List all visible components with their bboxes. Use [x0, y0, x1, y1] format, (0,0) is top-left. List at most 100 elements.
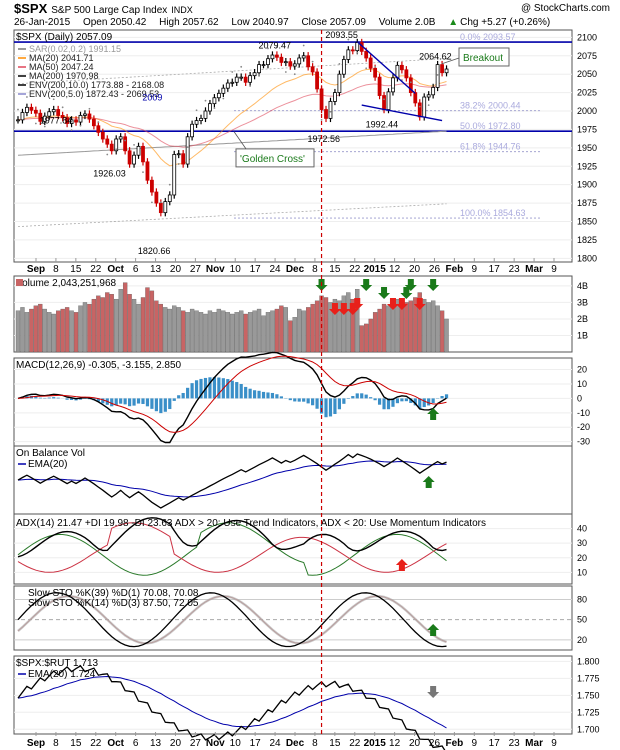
macd-histogram-bar: [404, 398, 408, 402]
price-candle-body: [29, 106, 34, 111]
price-value-label: 2093.55: [325, 30, 358, 40]
macd-histogram-bar: [440, 396, 444, 399]
price-candle-body: [279, 56, 284, 63]
price-value-label: 1977.84: [40, 115, 73, 125]
macd-histogram-bar: [355, 393, 359, 399]
top-x-axis-label: 22: [90, 264, 102, 275]
price-candle-body: [324, 109, 328, 119]
volume-bar: [439, 310, 445, 353]
volume-tick-label: 4B: [577, 281, 588, 291]
volume-bar: [158, 303, 163, 353]
price-candle-body: [83, 113, 87, 116]
price-candle-body: [185, 136, 190, 165]
price-candle-body: [109, 143, 114, 152]
macd-tick-label: 10: [577, 379, 587, 389]
volume-bar: [189, 308, 195, 353]
red-volume-arrow: [337, 303, 350, 315]
sar-dot: [249, 85, 252, 87]
macd-histogram-bar: [275, 394, 279, 399]
ratio-tick-label: 1.800: [577, 656, 600, 666]
quote-change-arrow: ▲: [448, 17, 459, 28]
price-candle-body: [301, 55, 306, 59]
price-candle-body: [355, 42, 360, 52]
green-volume-arrow: [427, 279, 440, 291]
price-candle-body: [257, 64, 261, 74]
macd-histogram-bar: [52, 397, 56, 399]
price-candle-body: [154, 191, 159, 204]
macd-histogram-bar: [395, 398, 400, 404]
volume-bar: [274, 308, 280, 353]
volume-bar: [64, 307, 70, 353]
volume-bar: [346, 292, 351, 353]
price-candle-body: [391, 77, 395, 93]
volume-bar: [127, 294, 132, 353]
quote-close: Close 2057.09: [301, 17, 366, 28]
ratio-grey-arrow: [427, 686, 440, 698]
price-candle-body: [288, 61, 293, 67]
price-candle-body: [123, 136, 128, 152]
fib-level-label: 38.2% 2000.44: [460, 101, 521, 111]
top-x-axis-label: 13: [150, 264, 162, 275]
price-candle-body: [230, 81, 235, 84]
volume-bar: [364, 323, 369, 353]
volume-bar: [261, 315, 266, 353]
price-value-label: 2064.62: [419, 51, 452, 61]
macd-histogram-bar: [159, 398, 163, 414]
sar-dot: [43, 125, 46, 128]
sar-dot: [151, 201, 153, 204]
price-candle-body: [105, 138, 110, 145]
macd-histogram-bar: [427, 398, 431, 406]
adx-tick-label: 40: [577, 524, 587, 534]
minus-di-line: [17, 522, 447, 573]
sar-dot: [445, 57, 448, 60]
price-candle-body: [248, 75, 253, 83]
price-candle-body: [69, 119, 74, 124]
sar-dot: [106, 153, 109, 156]
price-candle-body: [38, 112, 43, 122]
sar-dot: [293, 73, 296, 76]
price-value-label: 1926.03: [93, 168, 126, 178]
volume-bar: [395, 298, 400, 353]
sar-dot: [133, 143, 135, 146]
top-x-axis-label: 9: [472, 264, 478, 275]
volume-bar: [198, 312, 204, 353]
sar-dot: [320, 118, 323, 121]
macd-histogram-bar: [252, 390, 257, 399]
top-x-axis-label: Dec: [286, 264, 305, 275]
volume-tick-label: 3B: [577, 297, 588, 307]
price-candle-body: [91, 118, 96, 127]
top-x-axis-label: Nov: [206, 264, 225, 275]
price-candle-body: [337, 73, 342, 94]
price-candle-body: [208, 103, 212, 112]
bottom-x-axis-label: Sep: [27, 738, 45, 749]
price-candle-body: [181, 153, 186, 165]
bottom-x-axis-label: 22: [90, 738, 102, 749]
volume-bar: [140, 297, 146, 353]
price-candle-body: [96, 125, 101, 133]
macd-histogram-bar: [150, 398, 154, 409]
macd-histogram-bar: [444, 394, 449, 399]
sar-dot: [186, 146, 189, 149]
price-value-label: 2009: [142, 92, 162, 102]
volume-bar: [51, 313, 56, 353]
sar-dot: [392, 87, 394, 90]
sar-dot: [177, 163, 180, 165]
price-candle-body: [132, 154, 136, 165]
price-legend-item: ENV(200,10.0) 1773.88 - 2168.08: [29, 80, 164, 90]
macd-histogram-bar: [78, 398, 83, 400]
volume-bar: [297, 308, 302, 353]
sar-dot: [52, 98, 55, 101]
price-tick-label: 2100: [577, 32, 597, 42]
price-candle-body: [194, 120, 199, 125]
bottom-x-axis-label: 17: [250, 738, 262, 749]
volume-bar: [337, 300, 342, 353]
price-candle-body: [350, 49, 355, 52]
price-candle-body: [212, 97, 217, 105]
price-candle-body: [172, 154, 177, 196]
macd-histogram-bar: [230, 380, 234, 399]
ratio-tick-label: 1.725: [577, 707, 600, 717]
macd-histogram-bar: [190, 383, 194, 399]
price-candle-body: [141, 145, 145, 163]
breakout-annotation-box: [458, 47, 510, 67]
price-candle-body: [422, 96, 427, 118]
